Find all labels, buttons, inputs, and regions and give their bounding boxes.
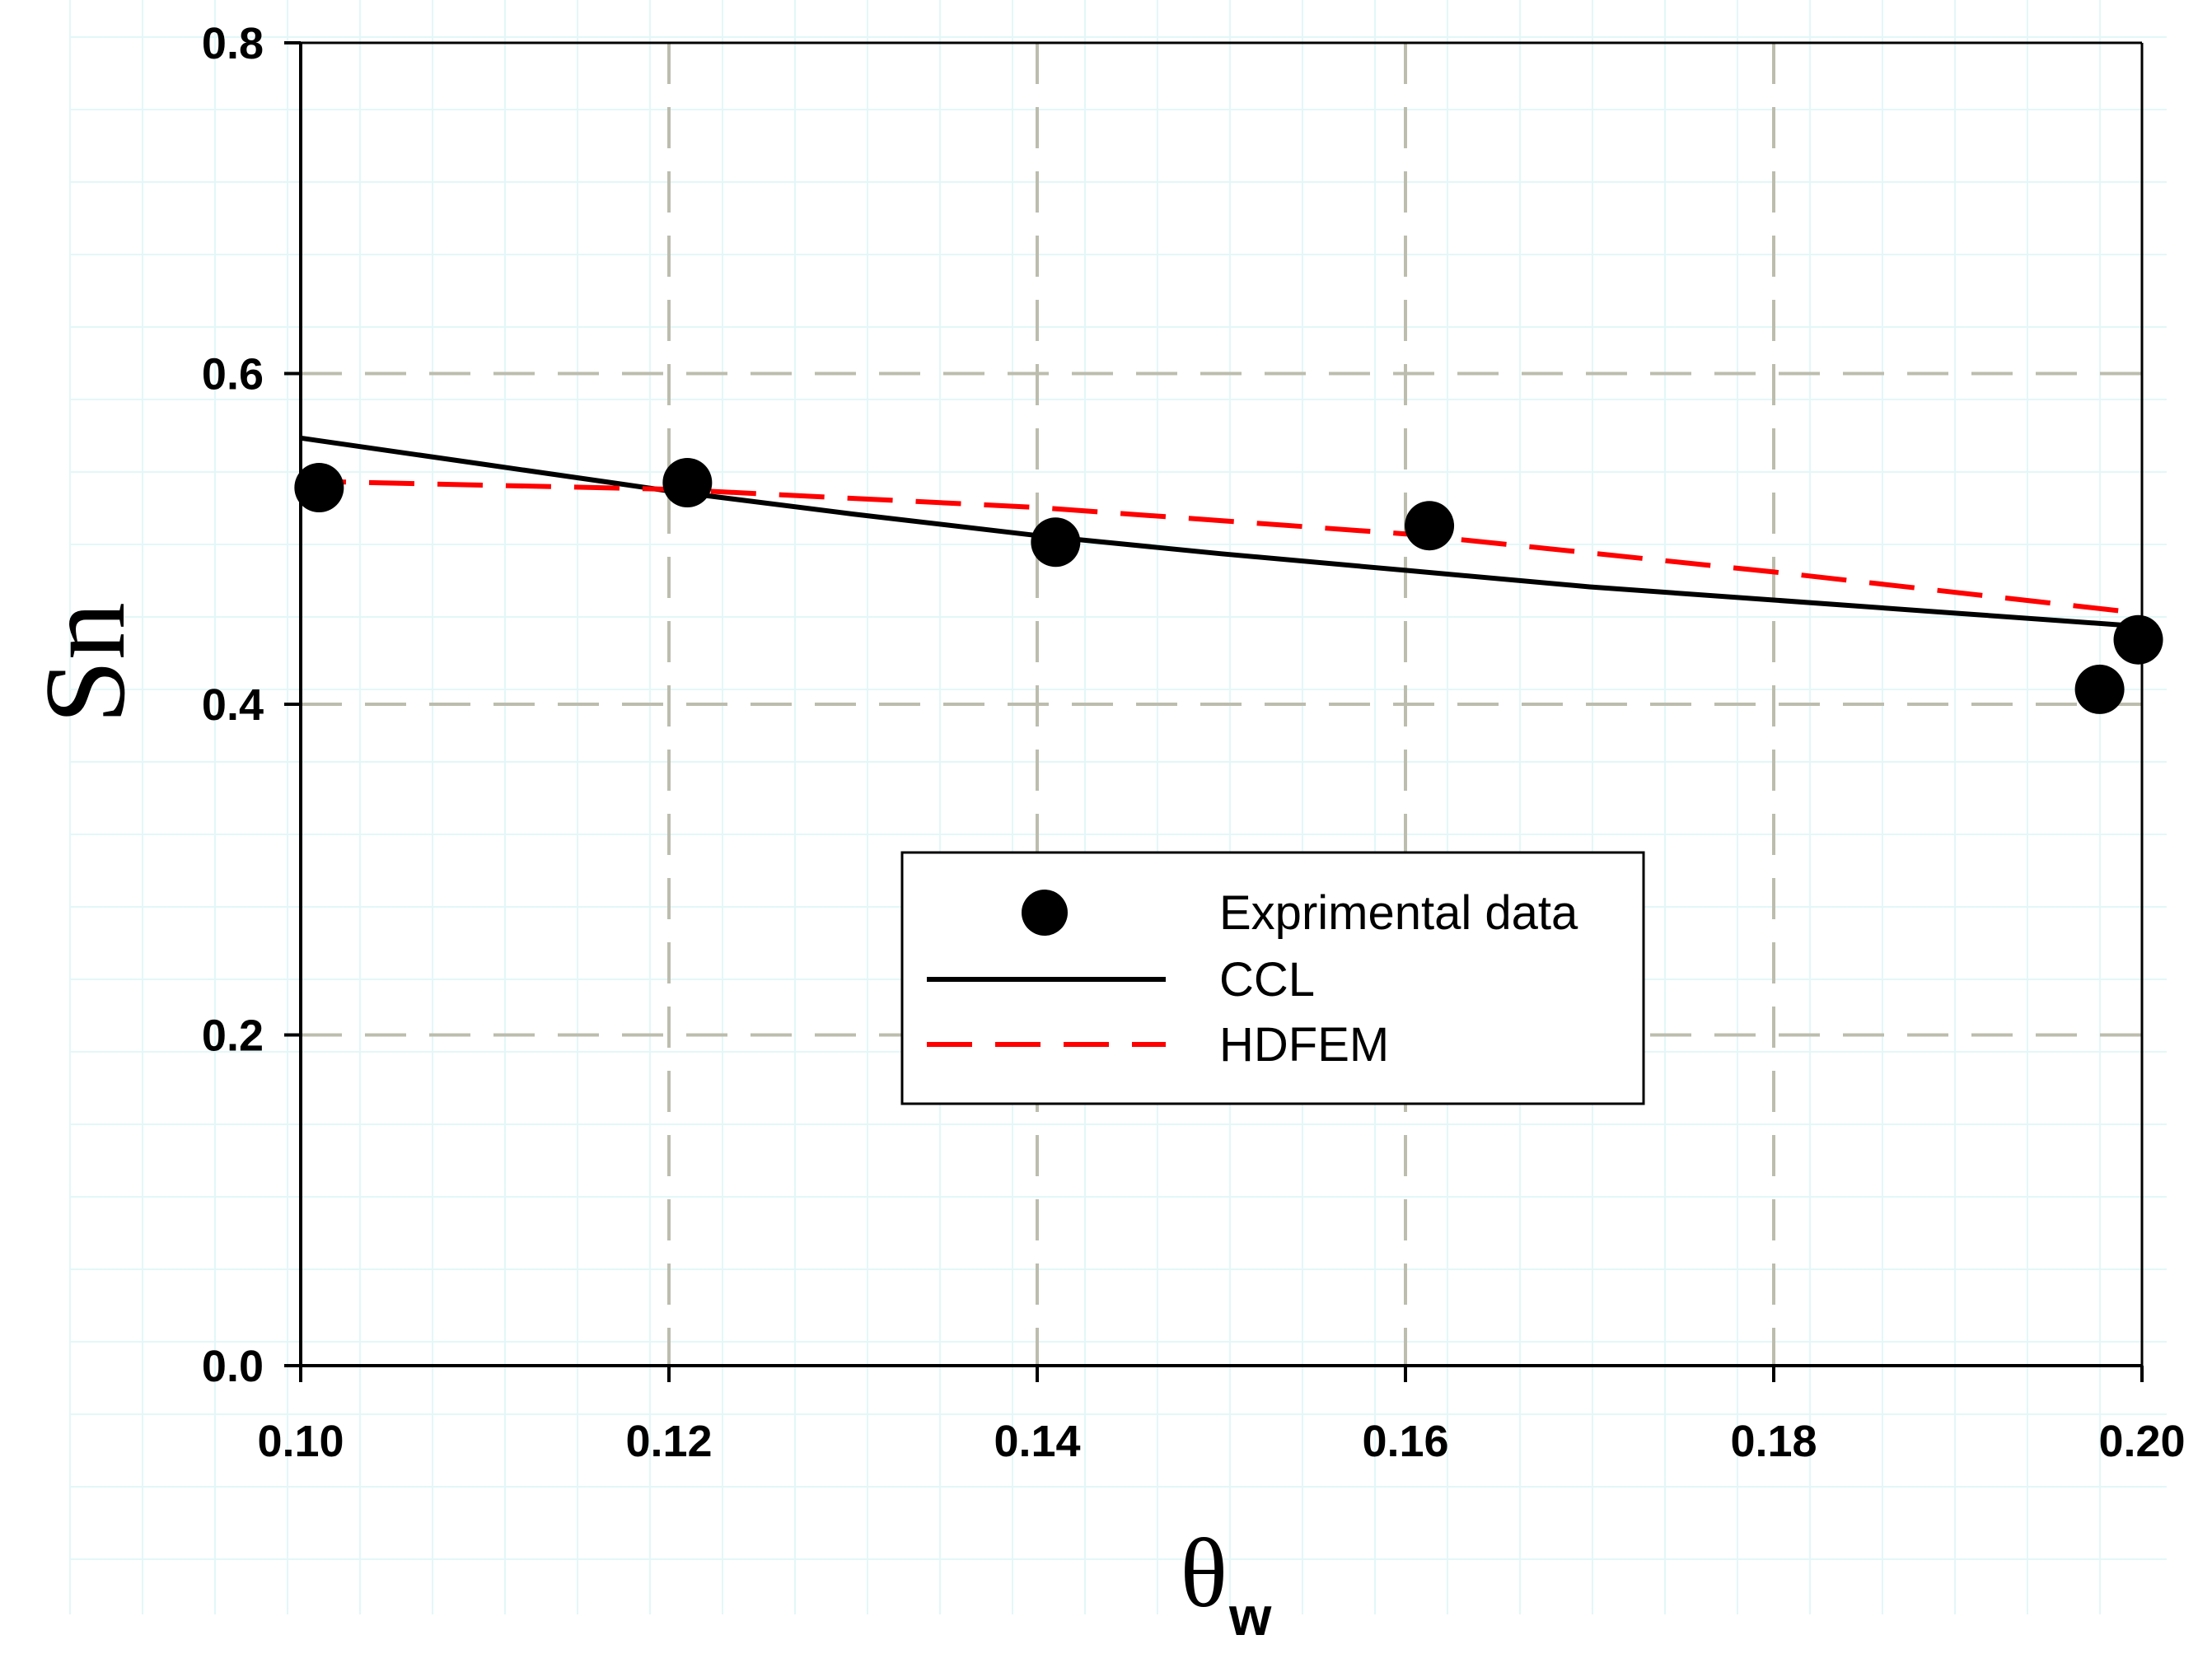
legend-label-ccl: CCL — [1219, 953, 1315, 1007]
x-tick-label: 0.10 — [257, 1417, 344, 1466]
series-layer — [294, 435, 2163, 714]
data-point — [2113, 614, 2163, 665]
data-point — [2074, 664, 2125, 714]
x-tick-label: 0.18 — [1730, 1417, 1817, 1466]
y-tick-label: 0.2 — [202, 1011, 264, 1061]
x-tick-label: 0.16 — [1362, 1417, 1448, 1466]
series-line-hdfem — [300, 479, 2143, 616]
legend-marker-experimental — [1022, 890, 1068, 936]
x-axis-title-subscript: w — [1228, 1586, 1272, 1647]
y-tick-label: 0.8 — [202, 19, 264, 68]
series-line-ccl — [300, 435, 2143, 629]
x-tick-label: 0.12 — [625, 1417, 712, 1466]
y-tick-label: 0.0 — [202, 1342, 264, 1391]
data-point — [294, 463, 344, 513]
background-graph-paper — [69, 0, 2167, 1614]
data-point — [1031, 517, 1081, 568]
legend-label-hdfem: HDFEM — [1219, 1018, 1389, 1072]
x-tick-label: 0.20 — [2098, 1417, 2185, 1466]
grid-lines — [301, 43, 2142, 1366]
data-point — [1405, 501, 1455, 551]
legend-label-experimental: Exprimental data — [1219, 886, 1578, 940]
data-point — [662, 457, 713, 507]
y-axis-title: Sn — [21, 602, 149, 724]
y-tick-label: 0.4 — [202, 680, 264, 730]
x-tick-label: 0.14 — [994, 1417, 1080, 1466]
axes: 0.0 0.2 0.4 0.6 0.8 0.10 0.12 0.14 0.16 0.18 0.20 — [202, 19, 2186, 1466]
x-axis-title: θ — [1181, 1518, 1228, 1628]
y-tick-label: 0.6 — [202, 350, 264, 399]
legend: Exprimental data CCL HDFEM — [900, 851, 1645, 1105]
